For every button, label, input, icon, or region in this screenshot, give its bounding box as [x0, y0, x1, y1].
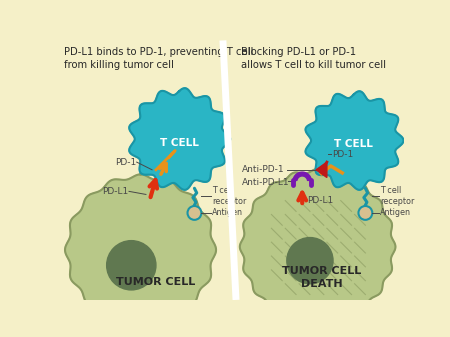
Text: TUMOR CELL
DEATH: TUMOR CELL DEATH: [282, 267, 361, 289]
Circle shape: [287, 238, 333, 284]
Text: Blocking PD-L1 or PD-1
allows T cell to kill tumor cell: Blocking PD-L1 or PD-1 allows T cell to …: [241, 47, 386, 70]
Text: T cell
receptor: T cell receptor: [380, 186, 414, 206]
Text: Anti-PD-1: Anti-PD-1: [242, 165, 285, 174]
Text: T CELL: T CELL: [160, 138, 198, 148]
Text: Antigen: Antigen: [212, 208, 243, 217]
Circle shape: [107, 241, 156, 290]
Polygon shape: [129, 88, 230, 190]
Text: Anti-PD-L1: Anti-PD-L1: [242, 178, 290, 187]
Circle shape: [188, 206, 201, 220]
Text: T cell
receptor: T cell receptor: [212, 186, 247, 206]
Circle shape: [359, 206, 372, 220]
Polygon shape: [240, 169, 396, 325]
Polygon shape: [316, 162, 327, 178]
Text: PD-L1 binds to PD-1, preventing T cell
from killing tumor cell: PD-L1 binds to PD-1, preventing T cell f…: [63, 47, 253, 70]
Text: PD-1: PD-1: [332, 150, 354, 159]
Polygon shape: [65, 174, 216, 326]
Text: PD-1: PD-1: [115, 158, 136, 166]
Text: Antigen: Antigen: [380, 208, 411, 217]
Polygon shape: [306, 91, 404, 190]
Text: PD-L1: PD-L1: [102, 187, 128, 196]
Text: PD-L1: PD-L1: [308, 196, 334, 205]
Text: T CELL: T CELL: [334, 140, 373, 149]
Polygon shape: [293, 172, 311, 181]
Text: TUMOR CELL: TUMOR CELL: [116, 277, 196, 287]
